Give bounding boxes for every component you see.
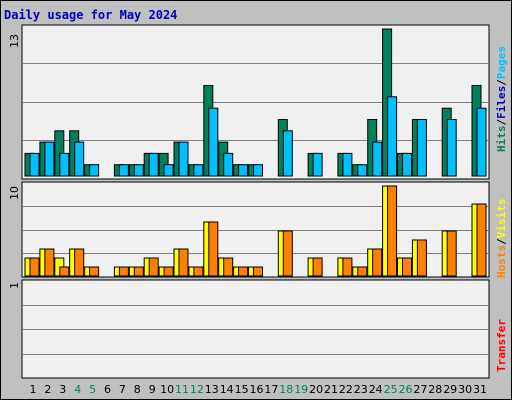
hits-ymax-label: 13	[8, 34, 21, 48]
bar-files	[387, 96, 398, 177]
x-tick-label: 25	[384, 383, 398, 396]
bar-hosts	[372, 248, 383, 277]
transfer-ymax-label: 1	[8, 282, 21, 289]
bar-hosts	[387, 185, 398, 277]
x-tick-label: 29	[443, 383, 457, 396]
bar-hosts	[163, 266, 174, 277]
x-tick-label: 16	[250, 383, 264, 396]
bar-hosts	[312, 257, 323, 277]
transfer-legend: Transfer	[495, 319, 508, 372]
x-tick-label: 12	[190, 383, 204, 396]
bar-hosts	[342, 257, 353, 277]
bar-files	[342, 152, 353, 177]
x-tick-label: 31	[473, 383, 487, 396]
x-tick-label: 18	[279, 383, 293, 396]
legend-visits: Visits	[495, 199, 508, 239]
x-tick-label: 2	[44, 383, 51, 396]
x-tick-label: 26	[399, 383, 413, 396]
x-tick-label: 7	[119, 383, 126, 396]
bar-files	[74, 141, 85, 177]
chart-title: Daily usage for May 2024	[4, 8, 178, 22]
legend-files: Files	[495, 86, 508, 119]
bar-hosts	[238, 266, 249, 277]
bar-hosts	[208, 221, 219, 277]
bar-hosts	[193, 266, 204, 277]
bar-hosts	[178, 248, 189, 277]
bar-hosts	[253, 266, 263, 277]
x-tick-label: 22	[339, 383, 353, 396]
visits-ymax-label: 10	[8, 186, 21, 200]
x-tick-label: 4	[74, 383, 81, 396]
bar-hosts	[223, 257, 234, 277]
bar-files	[253, 164, 263, 177]
bar-hosts	[282, 230, 293, 277]
x-tick-label: 23	[354, 383, 368, 396]
bar-files	[178, 141, 189, 177]
bar-files	[372, 141, 383, 177]
x-tick-label: 19	[294, 383, 308, 396]
bar-files	[282, 130, 293, 177]
bar-hosts	[402, 257, 412, 277]
x-tick-label: 3	[59, 383, 66, 396]
bar-hosts	[59, 266, 70, 277]
x-tick-label: 5	[89, 383, 96, 396]
bar-hosts	[133, 266, 144, 277]
x-axis-labels: 1 2 3 4 5 6 7 8 9 10 11 12 13 14 15 16 17 18 19 20 21 22 23 24 2…	[30, 383, 488, 396]
legend-pages: Pages	[495, 46, 508, 79]
bar-files	[223, 152, 234, 177]
bar-files	[29, 152, 40, 177]
bar-files	[193, 164, 204, 177]
x-tick-label: 1	[30, 383, 37, 396]
bar-files	[59, 152, 70, 177]
bar-files	[133, 164, 144, 177]
x-tick-label: 30	[458, 383, 472, 396]
bar-hosts	[118, 266, 129, 277]
x-tick-label: 15	[235, 383, 249, 396]
bar-files	[163, 164, 174, 177]
bar-files	[476, 107, 487, 177]
x-tick-label: 28	[428, 383, 442, 396]
legend-hosts: Hosts	[495, 245, 508, 278]
bar-files	[357, 164, 368, 177]
bar-hosts	[446, 230, 457, 277]
bar-hosts	[74, 248, 85, 277]
bar-hosts	[148, 257, 159, 277]
bar-files	[446, 119, 457, 177]
bar-files	[148, 152, 159, 177]
x-tick-label: 13	[205, 383, 219, 396]
bar-files	[44, 141, 55, 177]
bar-files	[416, 119, 427, 177]
x-tick-label: 9	[149, 383, 156, 396]
legend-hits: Hits	[495, 126, 508, 153]
visits-hosts-legend: Hosts/Visits	[495, 199, 508, 279]
bar-files	[89, 164, 100, 177]
x-tick-label: 6	[104, 383, 111, 396]
bar-files	[402, 152, 412, 177]
bar-hosts	[44, 248, 55, 277]
x-tick-label: 21	[324, 383, 338, 396]
bar-hosts	[357, 266, 368, 277]
bar-hosts	[89, 266, 100, 277]
x-tick-label: 8	[134, 383, 141, 396]
x-tick-label: 11	[175, 383, 189, 396]
bar-hosts	[416, 239, 427, 277]
bar-hosts	[29, 257, 40, 277]
x-tick-label: 27	[413, 383, 427, 396]
bar-files	[118, 164, 129, 177]
bar-files	[238, 164, 249, 177]
gridlines	[23, 63, 488, 355]
bar-hosts	[476, 203, 487, 277]
x-tick-label: 20	[309, 383, 323, 396]
bar-files	[312, 152, 323, 177]
hits-files-pages-legend: Hits/Files/Pages	[495, 46, 508, 152]
bar-files	[208, 107, 219, 177]
x-tick-label: 10	[160, 383, 174, 396]
bars-group	[24, 28, 487, 277]
x-tick-label: 17	[264, 383, 278, 396]
x-tick-label: 24	[369, 383, 383, 396]
x-tick-label: 14	[220, 383, 234, 396]
